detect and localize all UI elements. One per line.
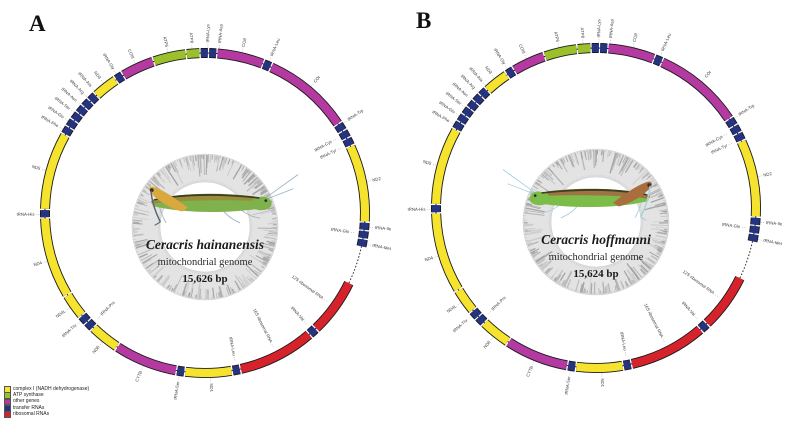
legend-label-rrna: ribosomal RNAs [13, 411, 50, 418]
svg-text:tRNA-Phe: tRNA-Phe [431, 109, 451, 123]
svg-text:tRNA-Ser: tRNA-Ser [173, 380, 181, 400]
svg-text:CYTB: CYTB [525, 365, 534, 378]
svg-text:tRNA-Ile: tRNA-Ile [375, 225, 392, 231]
svg-text:ATP8: ATP8 [580, 27, 586, 38]
grasshopper-photo [149, 174, 299, 226]
svg-text:ND2: ND2 [372, 176, 382, 183]
svg-text:COIII: COIII [518, 43, 527, 54]
gc-content-ring [522, 148, 670, 296]
svg-text:ND5: ND5 [422, 159, 432, 166]
svg-text:tRNA-Met: tRNA-Met [372, 243, 392, 252]
svg-text:CYTB: CYTB [134, 370, 143, 383]
svg-text:tRNA-Ser: tRNA-Ser [564, 375, 572, 395]
svg-text:16S ribosomal RNA: 16S ribosomal RNA [643, 303, 665, 339]
legend-swatch-other [4, 398, 11, 406]
svg-text:tRNA-Tyr: tRNA-Tyr [319, 148, 338, 160]
gene-arcs [430, 42, 761, 373]
svg-text:ND4: ND4 [33, 260, 43, 267]
svg-text:tRNA-Leu: tRNA-Leu [619, 332, 628, 352]
svg-text:tRNA-Gln: tRNA-Gln [722, 222, 741, 229]
svg-text:tRNA-Leu: tRNA-Leu [228, 337, 237, 357]
svg-text:ATP8: ATP8 [189, 32, 195, 43]
svg-text:tRNA-Leu: tRNA-Leu [660, 32, 672, 52]
svg-text:tRNA-Leu: tRNA-Leu [269, 37, 281, 57]
svg-text:ND2: ND2 [763, 171, 773, 178]
svg-text:tRNA-Met: tRNA-Met [763, 238, 783, 247]
svg-text:tRNA-Gln: tRNA-Gln [331, 227, 350, 234]
svg-text:ND3: ND3 [93, 70, 103, 80]
species-name-b: Ceracris hoffmanni [541, 232, 651, 247]
control-region-arc [739, 241, 753, 279]
svg-text:tRNA-Thr: tRNA-Thr [452, 317, 469, 333]
genome-subtitle-a: mitochondrial genome [157, 256, 253, 268]
svg-text:tRNA-Asp: tRNA-Asp [608, 18, 615, 38]
svg-text:tRNA-Pro: tRNA-Pro [490, 295, 507, 312]
svg-text:ND5: ND5 [31, 164, 41, 171]
svg-text:tRNA-Gly: tRNA-Gly [493, 47, 507, 66]
legend-item-atp: ATP synthase [4, 392, 89, 399]
gene-arcs [39, 47, 370, 378]
control-region-arc [348, 246, 362, 284]
svg-text:tRNA-Trp: tRNA-Trp [737, 103, 755, 117]
svg-text:tRNA-Thr: tRNA-Thr [61, 322, 78, 338]
svg-text:tRNA-His: tRNA-His [408, 207, 426, 212]
svg-text:COII: COII [632, 33, 639, 43]
panel-a-letter: A [29, 11, 46, 36]
legend-item-other: other genes [4, 398, 89, 406]
svg-text:ATP6: ATP6 [553, 31, 560, 43]
panel-a: A tRNA-Lys tRNA-Asp COII tRNA-Leu COI tRNA-Tr… [17, 11, 393, 400]
svg-text:16S ribosomal RNA: 16S ribosomal RNA [252, 308, 274, 344]
legend-label-trna: transfer RNAs [13, 404, 45, 411]
svg-text:COII: COII [241, 38, 248, 48]
svg-text:ATP6: ATP6 [162, 36, 169, 48]
panel-b: B tRNA-Lys tRNA-Asp COII tRNA-Leu COI tRNA-Tr… [399, 0, 798, 423]
legend-swatch-trna [4, 405, 11, 412]
panel-b-letter: B [416, 8, 432, 33]
species-name-a: Ceracris hainanensis [145, 237, 265, 252]
legend-item-trna: transfer RNAs [4, 404, 89, 412]
svg-text:tRNA-Trp: tRNA-Trp [346, 108, 364, 122]
genome-map-a: tRNA-Lys tRNA-Asp COII tRNA-Leu COI tRNA-Trp t… [17, 23, 393, 400]
svg-text:tRNA-Gly: tRNA-Gly [102, 52, 116, 71]
legend-swatch-rrna [4, 411, 11, 419]
svg-text:tRNA-Pro: tRNA-Pro [99, 300, 116, 317]
legend-item-complex1: complex I (NADH dehydrogenase) [4, 385, 90, 393]
svg-text:ND3: ND3 [484, 65, 494, 75]
genome-size-b: 15,624 bp [573, 268, 619, 280]
panel-b-center-text: Ceracris hoffmanni mitochondrial genome … [486, 233, 706, 280]
gene-category-legend: complex I (NADH dehydrogenase) ATP synth… [4, 385, 90, 419]
legend-swatch-complex1 [4, 385, 11, 393]
genome-subtitle-b: mitochondrial genome [548, 251, 644, 263]
legend-swatch-atp [4, 392, 11, 399]
gc-content-ring [131, 153, 279, 301]
panel-a-center-text: Ceracris hainanensis mitochondrial genom… [95, 238, 315, 285]
svg-text:ND6: ND6 [91, 344, 101, 354]
svg-text:ND6: ND6 [482, 339, 492, 349]
legend-item-rrna: ribosomal RNAs [4, 411, 89, 419]
svg-text:ND4L: ND4L [55, 308, 67, 319]
svg-text:COI: COI [312, 75, 321, 84]
legend-label-other: other genes [13, 398, 40, 405]
svg-text:tRNA-Phe: tRNA-Phe [40, 114, 60, 128]
svg-text:tRNA-Ile: tRNA-Ile [766, 220, 783, 226]
svg-text:ND4: ND4 [424, 255, 434, 262]
svg-text:ND1: ND1 [600, 378, 605, 387]
svg-text:COI: COI [703, 70, 712, 79]
legend-label-atp: ATP synthase [13, 392, 44, 399]
svg-text:tRNA-His: tRNA-His [17, 212, 35, 217]
genome-map-b: tRNA-Lys tRNA-Asp COII tRNA-Leu COI tRNA-Trp t… [408, 18, 784, 395]
legend-label-complex1: complex I (NADH dehydrogenase) [13, 385, 90, 392]
svg-text:tRNA-Lys: tRNA-Lys [205, 24, 210, 42]
svg-text:ND1: ND1 [209, 383, 214, 392]
svg-text:tRNA-Lys: tRNA-Lys [596, 19, 601, 37]
svg-text:tRNA-Val: tRNA-Val [290, 305, 306, 321]
svg-text:tRNA-Val: tRNA-Val [681, 300, 697, 316]
genome-size-a: 15,626 bp [182, 273, 228, 285]
svg-text:tRNA-Asp: tRNA-Asp [217, 23, 224, 43]
svg-text:COIII: COIII [127, 48, 136, 59]
grasshopper-photo [502, 169, 652, 221]
svg-text:ND4L: ND4L [446, 303, 458, 314]
svg-text:tRNA-Tyr: tRNA-Tyr [710, 143, 729, 155]
